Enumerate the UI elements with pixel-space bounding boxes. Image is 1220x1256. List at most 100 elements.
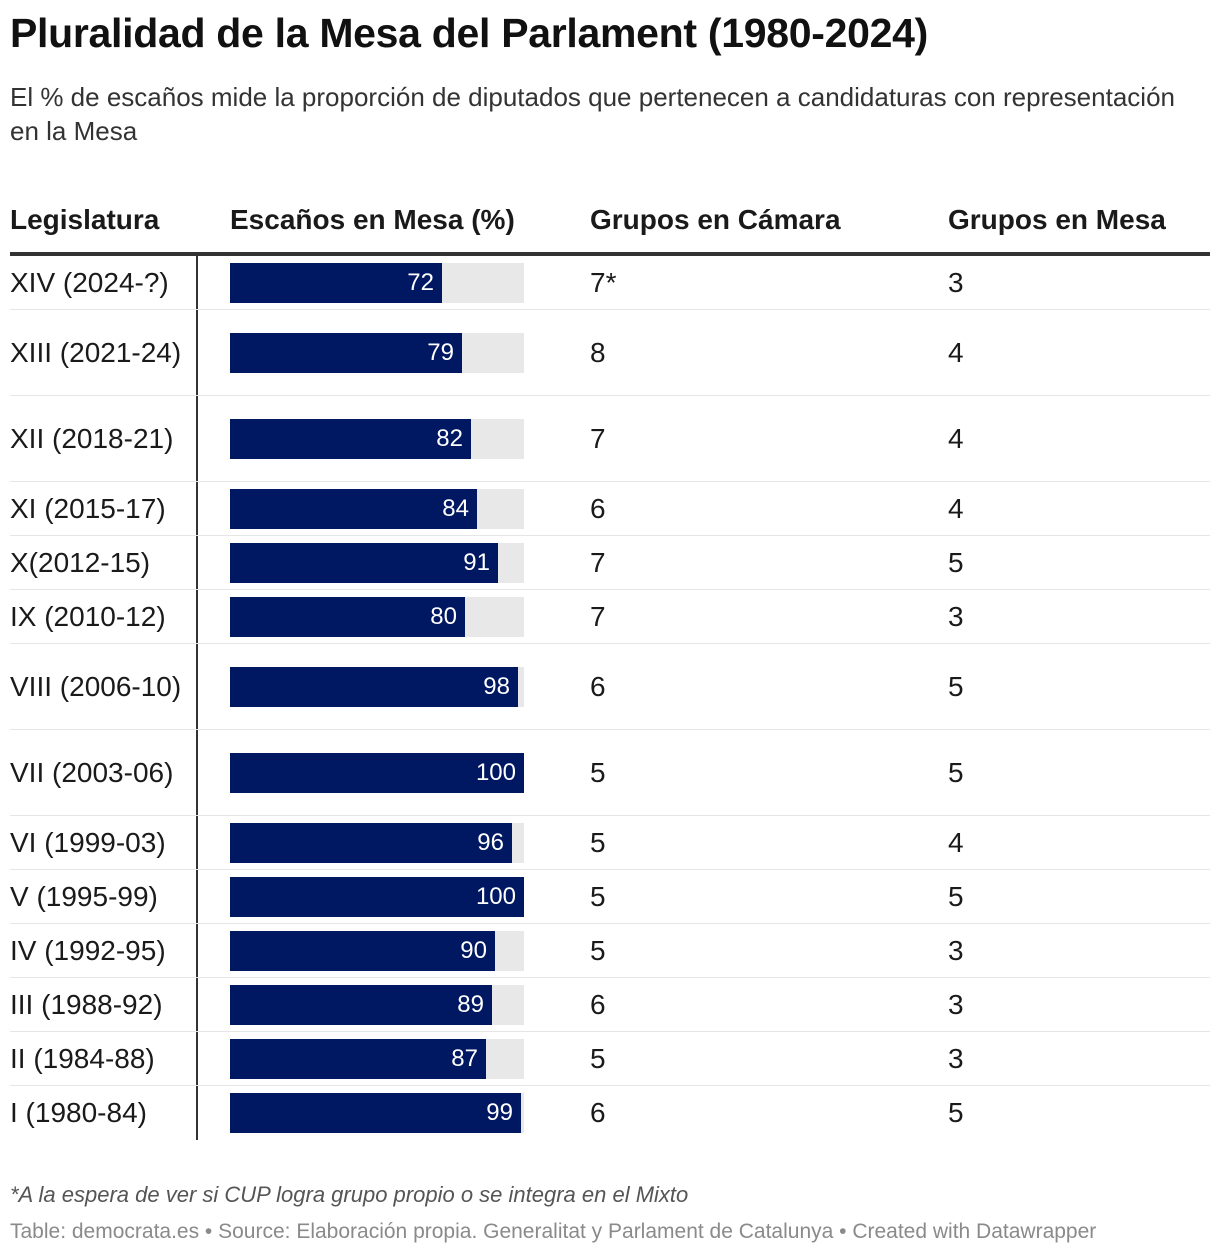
bar: 79 [230,332,462,373]
grupos-mesa-cell: 4 [948,826,964,858]
bar-track: 100 [230,752,524,793]
grupos-mesa-cell: 4 [948,422,964,454]
column-divider [196,1032,198,1085]
legislatura-cell: XIV (2024-?) [10,266,169,298]
column-header-grupos-mesa[interactable]: Grupos en Mesa [948,204,1166,235]
bar-track: 82 [230,418,524,459]
legislatura-cell: XIII (2021-24) [10,336,182,368]
bar-track: 90 [230,930,524,971]
bar-value-label: 89 [457,990,484,1018]
grupos-camara-cell: 7* [590,266,617,298]
grupos-mesa-cell: 5 [948,756,964,788]
table-row: IX (2010-12) 80 7 3 [10,590,1210,644]
bar: 91 [230,542,498,583]
bar: 96 [230,822,512,863]
legislatura-cell: VI (1999-03) [10,826,166,858]
bar-track: 99 [230,1093,524,1133]
legislatura-cell: XII (2018-21) [10,422,174,454]
grupos-camara-cell: 8 [590,336,606,368]
column-divider [196,482,198,535]
grupos-camara-cell: 6 [590,492,606,524]
column-divider [196,256,198,309]
column-divider [196,730,198,815]
bar: 100 [230,752,524,793]
bar-value-label: 91 [463,548,490,576]
bar: 89 [230,984,492,1025]
bar-value-label: 72 [407,268,434,296]
column-divider [196,978,198,1031]
table-header: Legislatura Escaños en Mesa (%) Grupos e… [10,184,1210,256]
column-divider [196,536,198,589]
column-header-legislatura[interactable]: Legislatura [10,204,160,235]
footnote: *A la espera de ver si CUP logra grupo p… [10,1182,689,1207]
table-row: XIII (2021-24) 79 8 4 [10,310,1210,396]
grupos-camara-cell: 5 [590,880,606,912]
legislatura-cell: I (1980-84) [10,1097,147,1128]
grupos-mesa-cell: 3 [948,934,964,966]
bar-track: 96 [230,822,524,863]
table-row: XIV (2024-?) 72 7* 3 [10,256,1210,310]
column-header-grupos-camara[interactable]: Grupos en Cámara [590,204,841,235]
bar: 90 [230,930,495,971]
bar: 100 [230,876,524,917]
table-row: X(2012-15) 91 7 5 [10,536,1210,590]
table-body: XIV (2024-?) 72 7* 3 XIII (2021-24) 79 8 4 XII (… [10,256,1210,1140]
legislatura-cell: IV (1992-95) [10,934,166,966]
legislatura-cell: III (1988-92) [10,988,163,1020]
bar-track: 72 [230,262,524,303]
table-row: V (1995-99) 100 5 5 [10,870,1210,924]
grupos-camara-cell: 7 [590,546,606,578]
grupos-mesa-cell: 3 [948,600,964,632]
bar-track: 98 [230,666,524,707]
grupos-mesa-cell: 3 [948,266,964,298]
column-divider [196,870,198,923]
grupos-mesa-cell: 3 [948,1042,964,1074]
data-table: Legislatura Escaños en Mesa (%) Grupos e… [10,184,1210,1140]
column-divider [196,590,198,643]
bar-value-label: 87 [451,1044,478,1072]
bar-value-label: 79 [427,338,454,366]
grupos-mesa-cell: 4 [948,492,964,524]
bar-track: 84 [230,488,524,529]
legislatura-cell: V (1995-99) [10,880,158,912]
legislatura-cell: VII (2003-06) [10,756,174,788]
bar-value-label: 98 [483,672,510,700]
grupos-mesa-cell: 3 [948,988,964,1020]
column-divider [196,310,198,395]
legislatura-cell: II (1984-88) [10,1042,155,1074]
bar: 99 [230,1093,521,1133]
bar: 98 [230,666,518,707]
legislatura-cell: XI (2015-17) [10,492,166,524]
bar: 82 [230,418,471,459]
bar-value-label: 99 [486,1099,513,1126]
legislatura-cell: VIII (2006-10) [10,670,182,702]
table-row: III (1988-92) 89 6 3 [10,978,1210,1032]
column-divider [196,396,198,481]
bar: 80 [230,596,465,637]
bar-track: 89 [230,984,524,1025]
column-header-escanos[interactable]: Escaños en Mesa (%) [230,204,515,235]
grupos-camara-cell: 5 [590,826,606,858]
table-row: VIII (2006-10) 98 6 5 [10,644,1210,730]
column-divider [196,816,198,869]
bar-track: 87 [230,1038,524,1079]
bar-value-label: 96 [477,828,504,856]
column-divider [196,1086,198,1140]
bar: 87 [230,1038,486,1079]
bar: 72 [230,262,442,303]
table-row: XII (2018-21) 82 7 4 [10,396,1210,482]
grupos-camara-cell: 6 [590,1097,606,1128]
grupos-mesa-cell: 5 [948,880,964,912]
table-row: VI (1999-03) 96 5 4 [10,816,1210,870]
grupos-camara-cell: 6 [590,670,606,702]
table-row: IV (1992-95) 90 5 3 [10,924,1210,978]
bar-value-label: 90 [460,936,487,964]
bar: 84 [230,488,477,529]
bar-value-label: 100 [475,882,516,910]
grupos-mesa-cell: 4 [948,336,964,368]
column-divider [196,644,198,729]
column-divider [196,924,198,977]
table-row: I (1980-84) 99 6 5 [10,1086,1210,1140]
grupos-camara-cell: 5 [590,934,606,966]
grupos-camara-cell: 7 [590,600,606,632]
